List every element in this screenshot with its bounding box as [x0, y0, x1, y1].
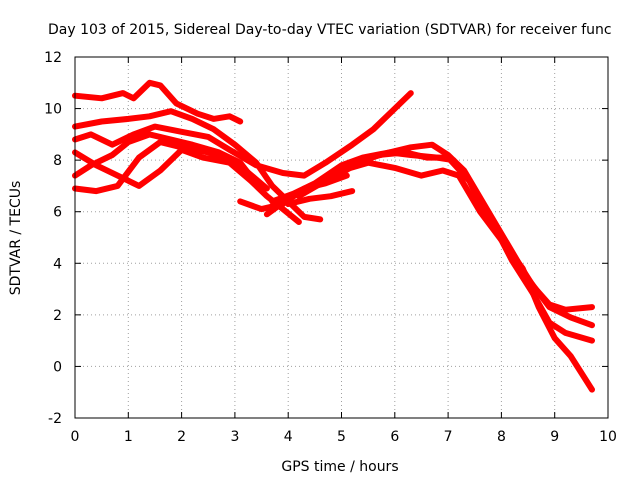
y-axis-label: SDTVAR / TECUs [8, 181, 24, 296]
x-tick-label: 7 [444, 429, 453, 445]
x-tick-label: 6 [390, 429, 399, 445]
series-line-s5 [72, 139, 270, 195]
x-tick-label: 5 [337, 429, 346, 445]
series-line-s8 [285, 188, 356, 207]
x-tick-label: 10 [599, 429, 617, 445]
chart-title: Day 103 of 2015, Sidereal Day-to-day VTE… [48, 22, 612, 38]
y-tick-label: 10 [44, 102, 62, 118]
series-lines [72, 79, 595, 393]
y-tick-label: 2 [53, 308, 62, 324]
y-tick-label: 0 [53, 359, 62, 375]
series-line-s12 [338, 159, 595, 393]
x-axis-label: GPS time / hours [281, 459, 398, 475]
x-tick-label: 9 [550, 429, 559, 445]
x-tick-label: 0 [71, 429, 80, 445]
y-tick-label: 6 [53, 205, 62, 221]
x-tick-label: 8 [497, 429, 506, 445]
x-tick-label: 4 [284, 429, 293, 445]
series-line-s3 [72, 146, 302, 225]
series-line-s6 [72, 90, 414, 179]
y-tick-label: 12 [44, 50, 62, 66]
y-tick-label: 4 [53, 256, 62, 272]
y-tick-label: -2 [48, 411, 62, 427]
x-tick-label: 2 [177, 429, 186, 445]
y-tick-label: 8 [53, 153, 62, 169]
series-line-s1 [72, 79, 244, 125]
x-tick-label: 3 [230, 429, 239, 445]
grid-lines [75, 57, 608, 418]
x-tick-label: 1 [124, 429, 133, 445]
